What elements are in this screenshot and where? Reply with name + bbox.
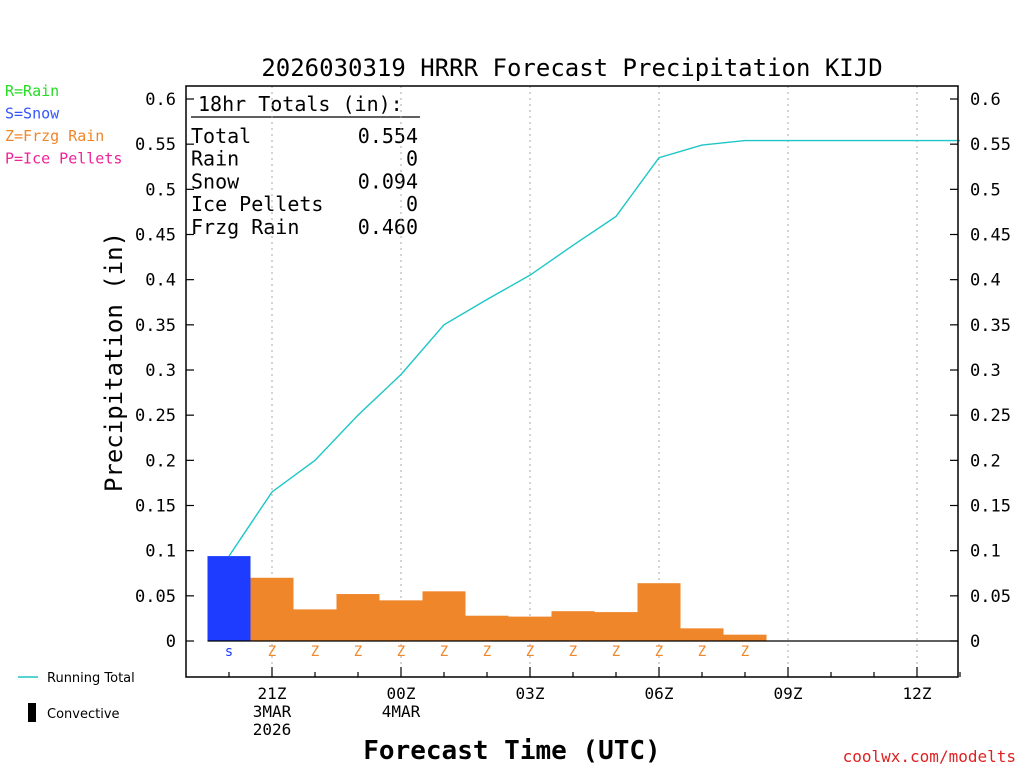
y-tick-label-left: 0.3 (145, 361, 176, 381)
bar-type-label: Z (354, 644, 362, 660)
y-tick-label-left: 0.4 (145, 271, 176, 291)
credit-text: coolwx.com/modelts (843, 747, 1016, 766)
bar-hour-2 (293, 609, 337, 641)
x-tick-label: 12Z (903, 684, 932, 703)
bar-hour-9 (594, 612, 638, 641)
bar-type-label: Z (440, 644, 448, 660)
x-tick-label: 00Z (387, 684, 416, 703)
bar-hour-12 (723, 634, 767, 641)
bar-type-label: Z (268, 644, 276, 660)
bar-hour-3 (336, 594, 380, 641)
x-tick-label: 4MAR (382, 702, 421, 721)
bar-type-label: Z (655, 644, 663, 660)
y-tick-label-right: 0.6 (970, 90, 1001, 110)
running-total-legend-label: Running Total (47, 671, 135, 686)
y-tick-label-right: 0.35 (970, 316, 1011, 336)
totals-value: 0.094 (358, 169, 418, 193)
running-total-line-group (228, 139, 960, 557)
y-tick-label-left: 0.2 (145, 451, 176, 471)
y-axis-label: Precipitation (in) (100, 232, 128, 492)
chart-title: 2026030319 HRRR Forecast Precipitation K… (261, 54, 882, 82)
line-legend: Running Total Convective (18, 671, 135, 722)
bar-hour-5 (422, 591, 466, 641)
y-tick-label-right: 0.1 (970, 542, 1001, 562)
y-tick-label-left: 0.55 (135, 135, 176, 155)
plot-frame (185, 85, 959, 678)
convective-legend-label: Convective (47, 707, 120, 722)
y-tick-label-right: 0.4 (970, 271, 1001, 291)
y-tick-label-right: 0.45 (970, 226, 1011, 246)
bar-hour-1 (250, 577, 294, 641)
y-tick-label-right: 0.25 (970, 406, 1011, 426)
y-tick-label-left: 0.25 (135, 406, 176, 426)
y-tick-label-right: 0.05 (970, 587, 1011, 607)
bar-type-label: Z (526, 644, 534, 660)
bar-hour-8 (551, 611, 595, 641)
y-tick-label-left: 0.6 (145, 90, 176, 110)
x-tick-label: 2026 (253, 720, 292, 739)
totals-box: 18hr Totals (in): Total 0.554 Rain 0 Snow 0.0… (191, 92, 420, 239)
bar-type-label: s (225, 644, 233, 660)
type-legend-entry: R=Rain (5, 82, 59, 100)
bar-type-label: Z (483, 644, 491, 660)
type-legend-entry: P=Ice Pellets (5, 150, 122, 168)
y-tick-label-right: 0.55 (970, 135, 1011, 155)
totals-label: Snow (191, 169, 240, 193)
convective-legend-swatch (28, 703, 36, 722)
x-axis-label: Forecast Time (UTC) (363, 736, 660, 766)
y-tick-label-right: 0 (970, 632, 980, 652)
bar-type-label: Z (311, 644, 319, 660)
totals-value: 0.554 (358, 124, 418, 148)
totals-value: 0 (406, 192, 418, 216)
totals-value: 0.460 (358, 215, 418, 239)
y-tick-label-left: 0.05 (135, 587, 176, 607)
bar-type-label: Z (397, 644, 405, 660)
type-legend-entry: S=Snow (5, 105, 60, 123)
y-tick-label-left: 0.5 (145, 180, 176, 200)
type-legend-entry: Z=Frzg Rain (5, 127, 104, 145)
bar-type-label: Z (612, 644, 620, 660)
y-tick-label-right: 0.5 (970, 180, 1001, 200)
bar-hour-11 (680, 628, 724, 641)
y-tick-label-right: 0.2 (970, 451, 1001, 471)
precip-type-legend: R=Rain S=Snow Z=Frzg Rain P=Ice Pellets (5, 82, 122, 168)
totals-label: Total (191, 124, 251, 148)
y-tick-label-left: 0.35 (135, 316, 176, 336)
bar-hour-10 (637, 583, 681, 641)
y-tick-label-right: 0.3 (970, 361, 1001, 381)
bar-hour-0 (207, 556, 251, 641)
y-tick-label-left: 0.15 (135, 497, 176, 517)
y-tick-label-left: 0.1 (145, 542, 176, 562)
y-tick-label-left: 0.45 (135, 226, 176, 246)
y-tick-label-right: 0.15 (970, 497, 1011, 517)
totals-value: 0 (406, 147, 418, 171)
x-tick-label: 21Z (258, 684, 287, 703)
bar-hour-6 (465, 615, 509, 641)
totals-label: Ice Pellets (191, 192, 323, 216)
totals-header: 18hr Totals (in): (198, 92, 403, 116)
bar-type-label: Z (569, 644, 577, 660)
x-tick-label: 09Z (774, 684, 803, 703)
running-total-line (228, 139, 960, 557)
x-tick-label: 03Z (516, 684, 545, 703)
bar-hour-4 (379, 600, 423, 641)
x-tick-label: 06Z (645, 684, 674, 703)
bar-type-label: Z (698, 644, 706, 660)
totals-label: Rain (191, 147, 239, 171)
x-tick-label: 3MAR (253, 702, 292, 721)
bar-type-label: Z (741, 644, 749, 660)
y-tick-label-left: 0 (166, 632, 176, 652)
bar-hour-7 (508, 616, 552, 641)
axes: 0.6 0.6 0.55 0.55 0.5 0.5 0.45 0.45 0.4 0.4 0.35 0.… (135, 85, 1011, 739)
totals-label: Frzg Rain (191, 215, 299, 239)
